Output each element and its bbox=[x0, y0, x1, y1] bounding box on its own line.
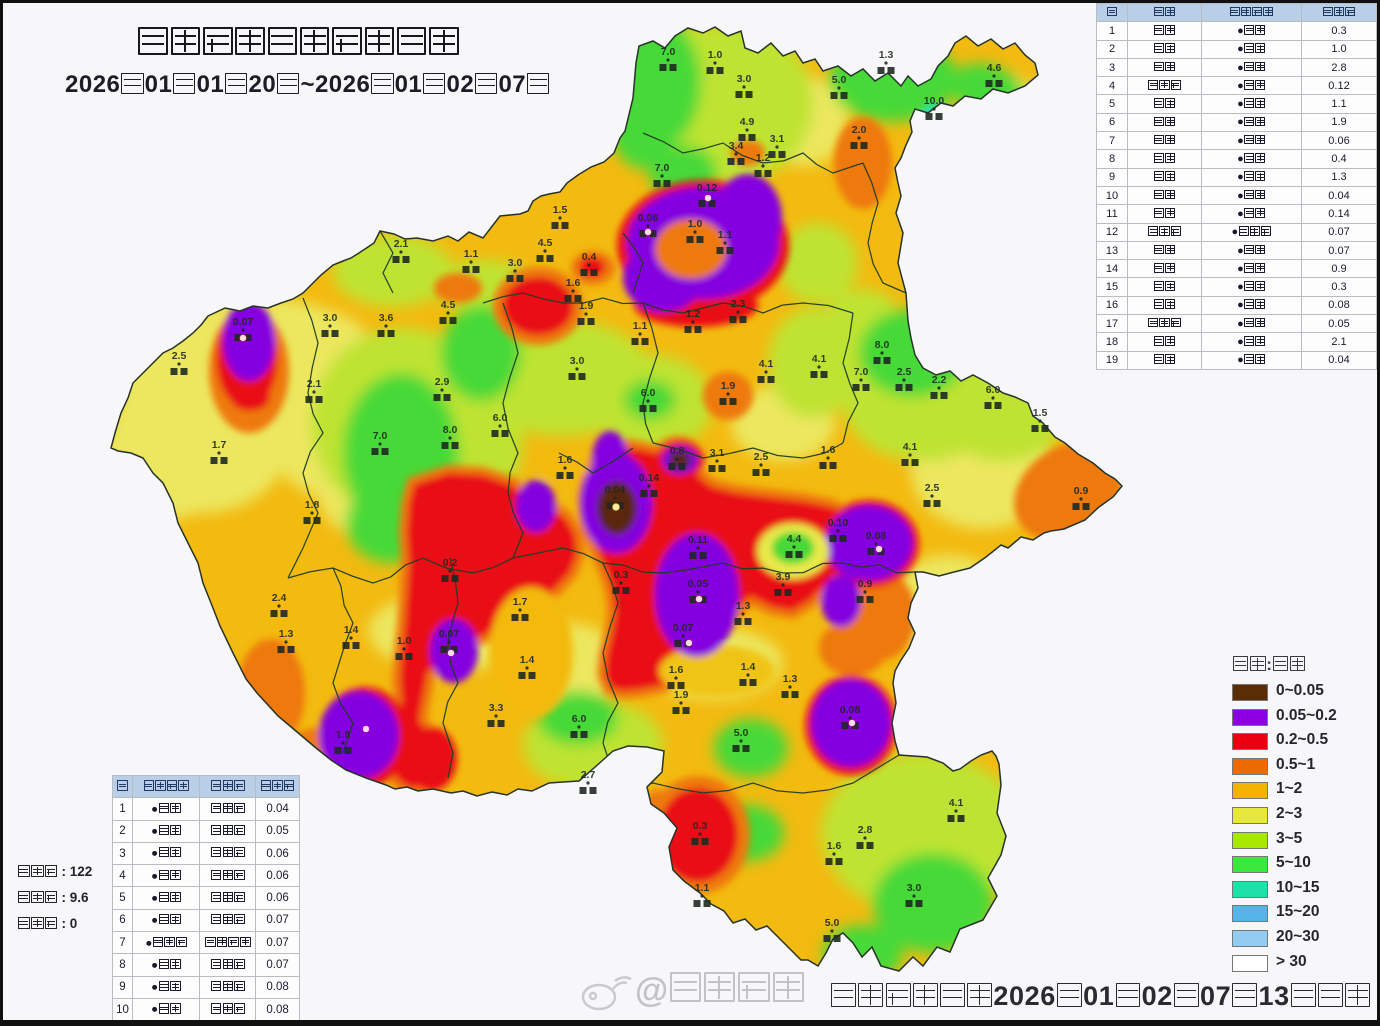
svg-text:7.0: 7.0 bbox=[373, 430, 388, 442]
svg-text:10.0: 10.0 bbox=[924, 95, 945, 107]
svg-text:1.2: 1.2 bbox=[756, 152, 771, 164]
svg-text:6.0: 6.0 bbox=[493, 412, 508, 424]
svg-text:0.08: 0.08 bbox=[866, 530, 887, 542]
svg-text:0.8: 0.8 bbox=[670, 445, 685, 457]
svg-text:2.5: 2.5 bbox=[754, 451, 769, 463]
svg-text:5.0: 5.0 bbox=[832, 74, 847, 86]
svg-text:1.4: 1.4 bbox=[344, 624, 359, 636]
svg-text:4.1: 4.1 bbox=[949, 797, 964, 809]
svg-text:3.0: 3.0 bbox=[907, 882, 922, 894]
svg-text:3.4: 3.4 bbox=[729, 140, 744, 152]
svg-text:4.1: 4.1 bbox=[812, 353, 827, 365]
svg-text:3.0: 3.0 bbox=[570, 355, 585, 367]
svg-text:1.1: 1.1 bbox=[633, 320, 648, 332]
svg-text:2.1: 2.1 bbox=[307, 378, 322, 390]
svg-text:1.6: 1.6 bbox=[821, 444, 836, 456]
svg-text:1.8: 1.8 bbox=[336, 729, 351, 741]
svg-text:6.0: 6.0 bbox=[986, 384, 1001, 396]
svg-text:4.4: 4.4 bbox=[787, 533, 802, 545]
svg-text:1.7: 1.7 bbox=[212, 439, 227, 451]
svg-text:4.5: 4.5 bbox=[538, 237, 553, 249]
svg-text:1.1: 1.1 bbox=[464, 248, 479, 260]
svg-text:1.5: 1.5 bbox=[1033, 407, 1048, 419]
svg-text:6.0: 6.0 bbox=[572, 713, 587, 725]
svg-text:1.9: 1.9 bbox=[674, 689, 689, 701]
svg-text:1.0: 1.0 bbox=[688, 218, 703, 230]
svg-text:3.0: 3.0 bbox=[323, 312, 338, 324]
svg-text:3.6: 3.6 bbox=[379, 312, 394, 324]
svg-text:1.3: 1.3 bbox=[783, 673, 798, 685]
svg-text:1.0: 1.0 bbox=[708, 49, 723, 61]
svg-text:2.5: 2.5 bbox=[897, 366, 912, 378]
svg-text:1.9: 1.9 bbox=[579, 300, 594, 312]
svg-text:1.4: 1.4 bbox=[741, 661, 756, 673]
svg-text:2.5: 2.5 bbox=[925, 482, 940, 494]
svg-text:5.0: 5.0 bbox=[825, 917, 840, 929]
svg-text:5.0: 5.0 bbox=[734, 727, 749, 739]
svg-text:2.0: 2.0 bbox=[852, 124, 867, 136]
svg-text:4.1: 4.1 bbox=[903, 441, 918, 453]
svg-text:1.6: 1.6 bbox=[558, 454, 573, 466]
svg-text:2.4: 2.4 bbox=[272, 592, 287, 604]
svg-text:4.9: 4.9 bbox=[740, 116, 755, 128]
svg-text:8.0: 8.0 bbox=[875, 339, 890, 351]
svg-text:4.6: 4.6 bbox=[987, 62, 1002, 74]
svg-text:2.1: 2.1 bbox=[394, 238, 409, 250]
svg-text:3.1: 3.1 bbox=[710, 447, 725, 459]
svg-text:1.7: 1.7 bbox=[513, 596, 528, 608]
svg-text:0.14: 0.14 bbox=[639, 472, 660, 484]
svg-text:1.6: 1.6 bbox=[669, 664, 684, 676]
svg-text:1.3: 1.3 bbox=[736, 600, 751, 612]
svg-text:1.6: 1.6 bbox=[827, 840, 842, 852]
svg-text:0.07: 0.07 bbox=[673, 622, 694, 634]
svg-text:2.3: 2.3 bbox=[731, 298, 746, 310]
svg-text:2.2: 2.2 bbox=[932, 374, 947, 386]
svg-text:2.5: 2.5 bbox=[172, 350, 187, 362]
svg-text:3.0: 3.0 bbox=[737, 73, 752, 85]
svg-text:8.0: 8.0 bbox=[443, 424, 458, 436]
svg-text:0.12: 0.12 bbox=[697, 182, 718, 194]
svg-text:0.3: 0.3 bbox=[693, 820, 708, 832]
svg-text:0.11: 0.11 bbox=[688, 534, 708, 546]
svg-text:7.0: 7.0 bbox=[655, 162, 670, 174]
svg-text:7.0: 7.0 bbox=[661, 46, 676, 58]
svg-text:0.08: 0.08 bbox=[840, 704, 861, 716]
svg-text:1.9: 1.9 bbox=[721, 380, 736, 392]
svg-text:3.1: 3.1 bbox=[770, 133, 785, 145]
svg-text:0.06: 0.06 bbox=[638, 212, 659, 224]
svg-text:7.0: 7.0 bbox=[854, 366, 869, 378]
svg-text:1.1: 1.1 bbox=[718, 229, 733, 241]
svg-text:0.05: 0.05 bbox=[688, 578, 709, 590]
svg-text:0.04: 0.04 bbox=[605, 484, 626, 496]
svg-text:4.1: 4.1 bbox=[759, 358, 774, 370]
svg-text:1.3: 1.3 bbox=[279, 628, 294, 640]
svg-text:3.0: 3.0 bbox=[508, 257, 523, 269]
svg-text:1.8: 1.8 bbox=[305, 499, 320, 511]
svg-text:2.8: 2.8 bbox=[858, 824, 873, 836]
svg-text:1.4: 1.4 bbox=[520, 654, 535, 666]
svg-text:1.5: 1.5 bbox=[553, 204, 568, 216]
svg-text:3.3: 3.3 bbox=[489, 702, 504, 714]
svg-text:0.3: 0.3 bbox=[614, 569, 629, 581]
svg-text:0.07: 0.07 bbox=[439, 628, 460, 640]
svg-text:0.2: 0.2 bbox=[443, 557, 458, 569]
svg-text:2.7: 2.7 bbox=[581, 769, 596, 781]
svg-text:6.0: 6.0 bbox=[641, 387, 656, 399]
svg-text:0.9: 0.9 bbox=[1074, 485, 1089, 497]
svg-text:0.9: 0.9 bbox=[858, 578, 873, 590]
svg-text:0.10: 0.10 bbox=[828, 517, 849, 529]
svg-text:2.9: 2.9 bbox=[435, 376, 450, 388]
svg-text:1.6: 1.6 bbox=[566, 277, 581, 289]
svg-text:1.0: 1.0 bbox=[397, 635, 412, 647]
svg-text:1.2: 1.2 bbox=[686, 308, 701, 320]
svg-text:0.07: 0.07 bbox=[233, 316, 254, 328]
svg-text:3.9: 3.9 bbox=[776, 571, 791, 583]
svg-text:0.4: 0.4 bbox=[582, 251, 597, 263]
svg-text:4.5: 4.5 bbox=[441, 299, 456, 311]
svg-text:1.1: 1.1 bbox=[695, 882, 710, 894]
svg-text:1.3: 1.3 bbox=[879, 49, 894, 61]
